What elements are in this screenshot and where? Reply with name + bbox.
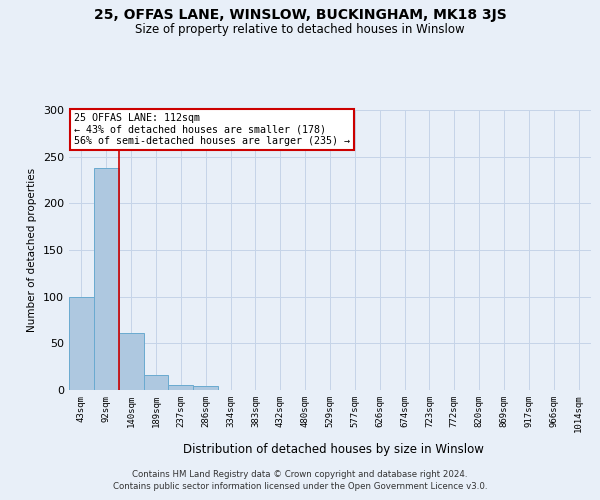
Bar <box>169 386 193 390</box>
Bar <box>143 375 169 390</box>
Text: 25, OFFAS LANE, WINSLOW, BUCKINGHAM, MK18 3JS: 25, OFFAS LANE, WINSLOW, BUCKINGHAM, MK1… <box>94 8 506 22</box>
Y-axis label: Number of detached properties: Number of detached properties <box>28 168 37 332</box>
Bar <box>119 333 143 390</box>
Bar <box>193 386 218 390</box>
Text: Contains public sector information licensed under the Open Government Licence v3: Contains public sector information licen… <box>113 482 487 491</box>
Text: 25 OFFAS LANE: 112sqm
← 43% of detached houses are smaller (178)
56% of semi-det: 25 OFFAS LANE: 112sqm ← 43% of detached … <box>74 113 350 146</box>
Text: Contains HM Land Registry data © Crown copyright and database right 2024.: Contains HM Land Registry data © Crown c… <box>132 470 468 479</box>
Bar <box>94 168 119 390</box>
Text: Size of property relative to detached houses in Winslow: Size of property relative to detached ho… <box>135 22 465 36</box>
Text: Distribution of detached houses by size in Winslow: Distribution of detached houses by size … <box>182 442 484 456</box>
Bar <box>69 296 94 390</box>
